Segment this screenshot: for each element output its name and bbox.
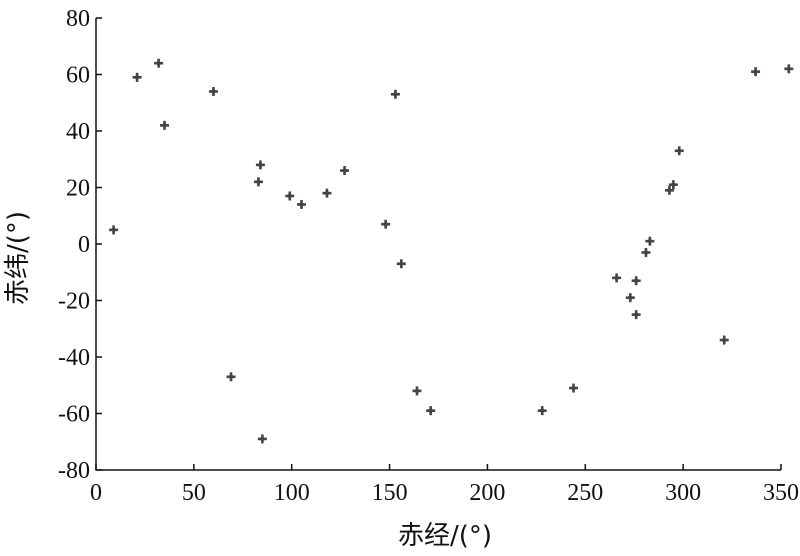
data-point (612, 273, 622, 283)
y-tick-label: -40 (58, 345, 90, 371)
y-tick-label: 60 (66, 63, 90, 89)
x-tick-label: 0 (90, 480, 102, 506)
data-point (340, 166, 350, 176)
data-point (109, 225, 119, 235)
x-tick-label: 50 (182, 480, 206, 506)
data-point (322, 188, 332, 198)
data-point (297, 199, 306, 209)
y-axis-ticks: -80 -60 -40 -20 0 20 40 60 80 (58, 6, 102, 484)
data-point (396, 259, 406, 269)
x-tick-label: 200 (469, 480, 505, 506)
data-point (160, 120, 169, 130)
data-point (569, 383, 579, 393)
y-tick-label: -80 (58, 458, 90, 484)
data-point (426, 406, 436, 416)
data-point (719, 335, 729, 345)
y-axis-title: 赤纬/(°) (3, 211, 33, 305)
data-point (390, 89, 400, 99)
data-point (208, 86, 218, 96)
y-tick-label: 80 (66, 6, 90, 32)
data-point (751, 67, 761, 77)
data-point (784, 64, 794, 74)
x-axis-title: 赤经/(°) (398, 521, 492, 551)
x-tick-label: 100 (274, 480, 310, 506)
data-point (625, 293, 635, 303)
data-point (412, 386, 422, 396)
data-point (257, 434, 267, 444)
x-tick-label: 250 (567, 480, 603, 506)
x-tick-label: 150 (372, 480, 408, 506)
y-tick-label: 20 (66, 176, 90, 202)
data-points (109, 58, 794, 444)
data-point (253, 177, 263, 187)
data-point (381, 219, 391, 229)
data-point (537, 406, 547, 416)
y-tick-label: -60 (58, 402, 90, 428)
data-point (674, 146, 684, 156)
x-tick-label: 350 (763, 480, 799, 506)
data-point (226, 372, 236, 382)
y-tick-label: 40 (66, 119, 90, 145)
data-point (154, 58, 164, 68)
x-tick-label: 300 (665, 480, 701, 506)
y-tick-label: -20 (58, 289, 90, 315)
y-tick-label: 0 (78, 232, 90, 258)
data-point (641, 247, 651, 257)
data-point (285, 191, 295, 201)
data-point (664, 185, 674, 195)
data-point (645, 236, 655, 246)
data-point (631, 310, 641, 320)
data-point (255, 160, 265, 170)
data-point (132, 72, 142, 82)
axes-frame (95, 18, 781, 471)
data-point (631, 276, 641, 286)
x-axis-ticks: 0 50 100 150 200 250 300 350 (90, 464, 799, 506)
data-point (668, 180, 678, 190)
